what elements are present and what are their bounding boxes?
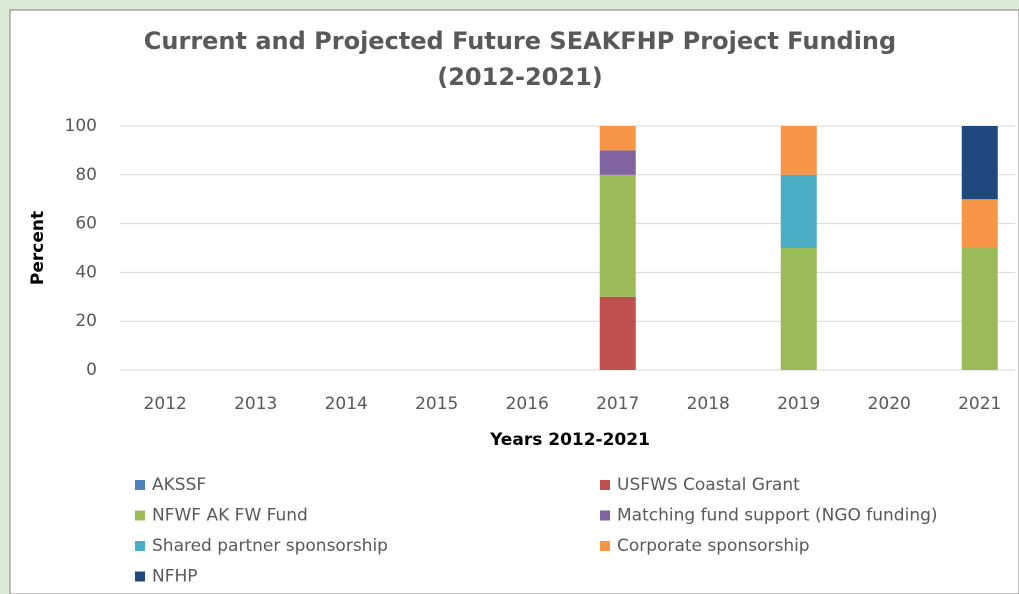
legend-label: Corporate sponsorship bbox=[617, 536, 810, 556]
x-tick-label: 2019 bbox=[777, 394, 820, 414]
y-axis-title: Percent bbox=[28, 211, 48, 285]
y-tick-label: 0 bbox=[86, 360, 97, 380]
legend-label: AKSSF bbox=[152, 475, 206, 495]
bar-segment bbox=[961, 126, 998, 200]
x-tick-label: 2020 bbox=[868, 394, 911, 414]
y-tick-label: 60 bbox=[75, 214, 97, 234]
y-tick-label: 80 bbox=[75, 165, 97, 185]
chart-title: (2012-2021) bbox=[437, 63, 603, 91]
legend-label: NFWF AK FW Fund bbox=[152, 506, 308, 526]
bar-segment bbox=[599, 126, 636, 151]
bar-segment bbox=[780, 174, 817, 248]
bar-segment bbox=[599, 150, 636, 175]
x-axis-title: Years 2012-2021 bbox=[489, 430, 650, 450]
legend-swatch bbox=[600, 510, 610, 521]
legend-swatch bbox=[135, 510, 145, 521]
x-tick-label: 2013 bbox=[234, 394, 277, 414]
y-tick-label: 20 bbox=[75, 311, 97, 331]
x-tick-label: 2016 bbox=[506, 394, 549, 414]
bar-segment bbox=[599, 174, 636, 297]
x-tick-label: 2021 bbox=[958, 394, 1001, 414]
legend-swatch bbox=[600, 541, 610, 551]
bar-segment bbox=[961, 199, 998, 248]
bar-segment bbox=[780, 248, 817, 370]
legend-swatch bbox=[135, 480, 145, 490]
legend-swatch bbox=[135, 571, 145, 582]
legend-swatch bbox=[135, 541, 145, 551]
bar-segment bbox=[599, 296, 636, 370]
bar-segment bbox=[780, 126, 817, 175]
x-tick-label: 2018 bbox=[687, 394, 730, 414]
chart-title: Current and Projected Future SEAKFHP Pro… bbox=[144, 27, 896, 55]
bar-segment bbox=[961, 248, 998, 370]
legend-label: Shared partner sponsorship bbox=[152, 536, 388, 556]
legend-label: NFHP bbox=[152, 567, 198, 587]
x-tick-label: 2017 bbox=[596, 394, 639, 414]
x-tick-label: 2015 bbox=[415, 394, 458, 414]
y-tick-label: 100 bbox=[65, 116, 97, 136]
x-tick-label: 2012 bbox=[144, 394, 187, 414]
legend-swatch bbox=[600, 480, 610, 490]
y-tick-label: 40 bbox=[75, 262, 97, 282]
legend-label: Matching fund support (NGO funding) bbox=[617, 506, 938, 526]
chart-area bbox=[9, 9, 1019, 594]
legend-label: USFWS Coastal Grant bbox=[617, 475, 800, 495]
x-tick-label: 2014 bbox=[325, 394, 368, 414]
